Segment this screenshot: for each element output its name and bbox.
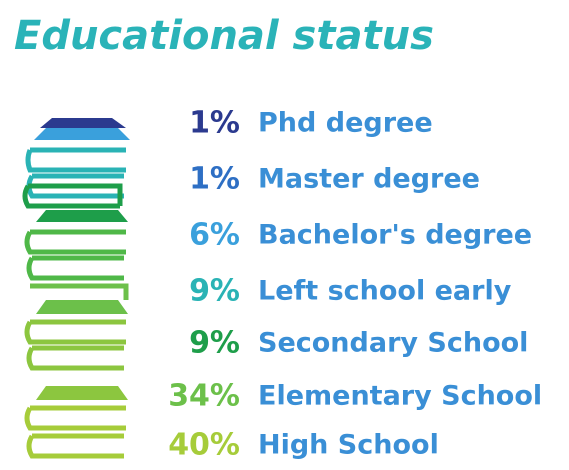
book-stack [22, 118, 130, 459]
category-label: Master degree [258, 164, 480, 195]
value-label: 9% [189, 326, 240, 361]
category-label: Phd degree [258, 108, 433, 139]
category-label: Elementary School [258, 381, 542, 412]
category-label: High School [258, 430, 439, 461]
category-label: Bachelor's degree [258, 220, 532, 251]
value-label: 1% [189, 106, 240, 141]
value-label: 1% [189, 162, 240, 197]
value-label: 34% [168, 379, 240, 414]
chart-title: Educational status [14, 13, 434, 59]
value-label: 40% [168, 428, 240, 463]
value-label: 6% [189, 218, 240, 253]
category-label: Left school early [258, 276, 512, 307]
category-label: Secondary School [258, 328, 528, 359]
value-label: 9% [189, 274, 240, 309]
